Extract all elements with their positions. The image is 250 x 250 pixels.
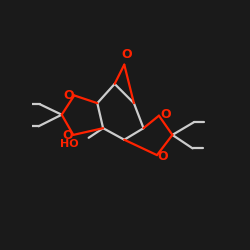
Text: O: O (62, 130, 73, 142)
Text: HO: HO (60, 138, 79, 148)
Text: O: O (63, 89, 74, 102)
Text: O: O (158, 150, 168, 162)
Text: O: O (160, 108, 171, 121)
Text: O: O (121, 48, 132, 60)
